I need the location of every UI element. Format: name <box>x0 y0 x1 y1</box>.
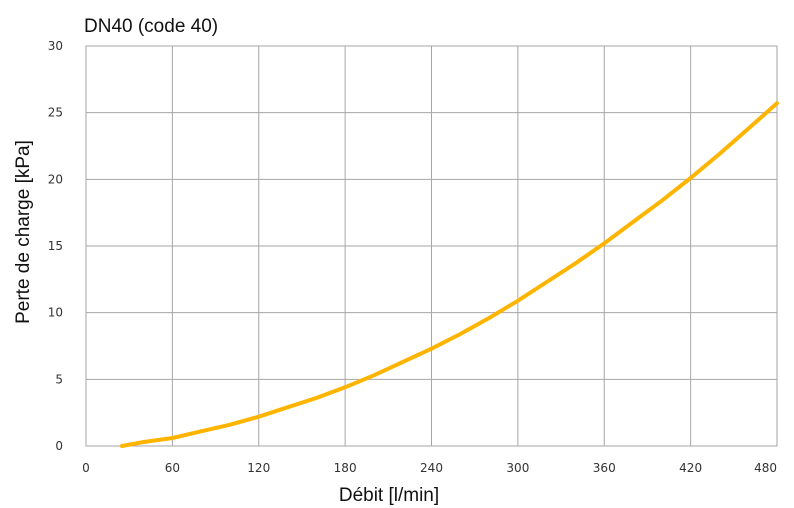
x-tick-label: 420 <box>679 461 702 475</box>
series-group <box>120 101 779 448</box>
y-tick-labels: 0 5 10 15 20 25 30 <box>48 39 63 453</box>
y-tick-label: 25 <box>48 106 63 120</box>
x-tick-labels: 0 60 120 180 240 300 360 420 480 <box>82 461 777 475</box>
x-tick-label: 120 <box>247 461 270 475</box>
grid-lines <box>85 45 778 447</box>
y-tick-label: 5 <box>55 372 63 386</box>
x-tick-label: 360 <box>593 461 616 475</box>
x-tick-label: 240 <box>420 461 443 475</box>
x-axis-label: Débit [l/min] <box>339 485 439 506</box>
plot-area-frame <box>85 45 778 447</box>
y-tick-label: 10 <box>48 306 63 320</box>
y-tick-label: 20 <box>48 172 63 186</box>
chart-title: DN40 (code 40) <box>84 16 218 37</box>
y-tick-label: 15 <box>48 239 63 253</box>
x-tick-label: 0 <box>82 461 90 475</box>
y-axis-label: Perte de charge [kPa] <box>13 140 34 324</box>
x-tick-label: 60 <box>165 461 180 475</box>
x-tick-label: 480 <box>754 461 777 475</box>
y-tick-label: 30 <box>48 39 63 53</box>
series-line <box>120 101 779 448</box>
x-tick-label: 180 <box>334 461 357 475</box>
y-tick-label: 0 <box>55 439 63 453</box>
x-tick-label: 300 <box>506 461 529 475</box>
